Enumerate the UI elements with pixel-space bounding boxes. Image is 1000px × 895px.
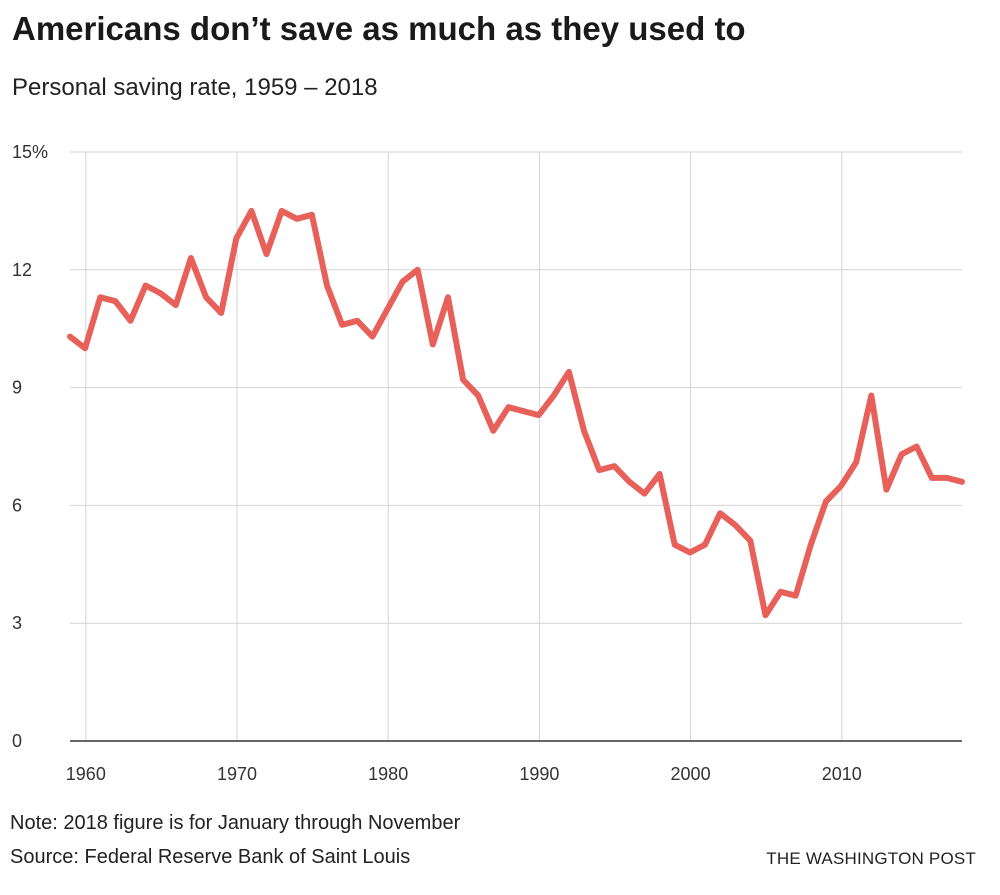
y-tick-label: 9 <box>12 378 22 398</box>
y-tick-label: 6 <box>12 495 22 515</box>
chart-note: Note: 2018 figure is for January through… <box>10 812 461 834</box>
x-tick-label: 2000 <box>671 764 711 784</box>
publisher-credit: THE WASHINGTON POST <box>766 849 976 868</box>
x-tick-label: 1980 <box>368 764 408 784</box>
y-tick-label: 12 <box>12 260 32 280</box>
chart-source: Source: Federal Reserve Bank of Saint Lo… <box>10 846 411 868</box>
axes: 0 3 6 9 12 15% 1960 1970 1980 1990 2000 2010 <box>12 142 962 784</box>
x-tick-label: 1960 <box>66 764 106 784</box>
y-tick-label: 15% <box>12 142 48 162</box>
chart-subtitle: Personal saving rate, 1959 – 2018 <box>12 74 378 101</box>
y-tick-label: 3 <box>12 613 22 633</box>
grid-lines <box>70 151 962 741</box>
series <box>67 207 965 619</box>
x-tick-label: 1970 <box>217 764 257 784</box>
chart-title: Americans don’t save as much as they use… <box>12 10 746 47</box>
x-tick-label: 1990 <box>519 764 559 784</box>
x-tick-label: 2010 <box>822 764 862 784</box>
series-line-saving-rate <box>67 207 965 619</box>
y-tick-label: 0 <box>12 731 22 751</box>
